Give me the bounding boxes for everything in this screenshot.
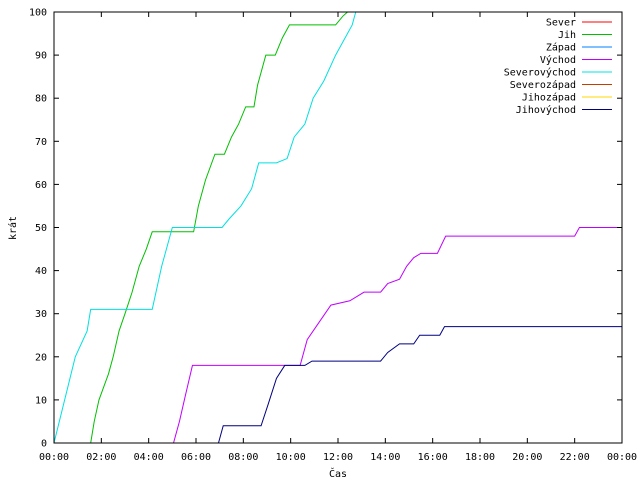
x-tick-label: 00:00 bbox=[607, 452, 637, 463]
y-tick-label: 50 bbox=[35, 223, 47, 234]
legend-label: Jihozápad bbox=[522, 92, 576, 104]
y-tick-label: 20 bbox=[35, 352, 47, 363]
axes: 0 10 20 30 40 50 60 70 80 90 100 00:00 02:00 04:00 06:… bbox=[29, 8, 637, 464]
legend-label: Severovýchod bbox=[504, 67, 576, 79]
plot-series bbox=[53, 11, 622, 444]
y-tick-label: 60 bbox=[35, 180, 47, 191]
x-tick-label: 22:00 bbox=[560, 452, 590, 463]
series-line-jih bbox=[90, 11, 348, 444]
x-tick-label: 02:00 bbox=[86, 452, 116, 463]
x-tick-label: 04:00 bbox=[134, 452, 164, 463]
x-tick-label: 16:00 bbox=[418, 452, 448, 463]
x-tick-label: 18:00 bbox=[465, 452, 495, 463]
x-tick-label: 10:00 bbox=[276, 452, 306, 463]
x-tick-label: 14:00 bbox=[370, 452, 400, 463]
legend-label: Sever bbox=[546, 18, 576, 29]
y-tick-label: 90 bbox=[35, 51, 47, 62]
series-line-severovýchod bbox=[53, 11, 357, 444]
y-tick-label: 30 bbox=[35, 309, 47, 320]
x-tick-label: 08:00 bbox=[228, 452, 258, 463]
series-line-východ bbox=[173, 227, 622, 444]
x-axis-title: Čas bbox=[329, 467, 347, 480]
legend-label: Severozápad bbox=[510, 79, 576, 91]
series-line-jihovýchod bbox=[217, 326, 622, 444]
x-tick-label: 00:00 bbox=[39, 452, 69, 463]
legend-label: Jih bbox=[558, 30, 576, 41]
legend: SeverJihZápadVýchodSeverovýchodSeverozáp… bbox=[504, 18, 612, 116]
y-tick-label: 100 bbox=[29, 8, 47, 19]
y-axis-title: krát bbox=[7, 216, 19, 240]
x-tick-label: 06:00 bbox=[181, 452, 211, 463]
y-tick-label: 0 bbox=[41, 439, 47, 450]
y-tick-label: 40 bbox=[35, 266, 47, 277]
x-tick-label: 12:00 bbox=[323, 452, 353, 463]
legend-label: Západ bbox=[546, 42, 576, 54]
legend-label: Východ bbox=[540, 54, 576, 66]
y-tick-label: 70 bbox=[35, 137, 47, 148]
y-tick-label: 80 bbox=[35, 94, 47, 105]
legend-label: Jihovýchod bbox=[516, 104, 576, 116]
x-tick-label: 20:00 bbox=[512, 452, 542, 463]
y-tick-label: 10 bbox=[35, 395, 47, 406]
